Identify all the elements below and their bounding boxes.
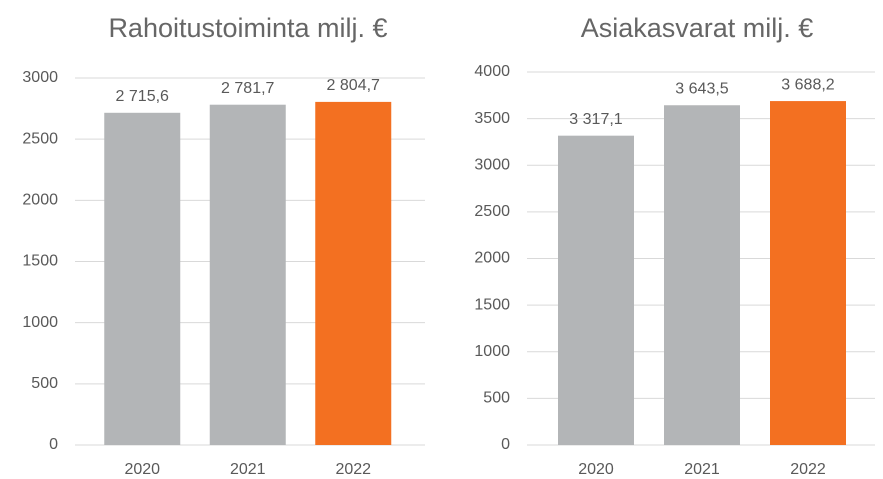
y-tick-label: 2500 <box>22 130 58 147</box>
chart-title: Asiakasvarat milj. € <box>581 13 814 43</box>
bar <box>558 135 634 445</box>
y-tick-label: 2000 <box>22 192 58 209</box>
value-label: 3 643,5 <box>675 80 728 97</box>
chart-title: Rahoitustoiminta milj. € <box>108 13 387 43</box>
value-label: 2 804,7 <box>327 77 380 94</box>
y-tick-label: 1000 <box>22 314 58 331</box>
y-tick-label: 1500 <box>22 253 58 270</box>
bar <box>664 105 740 445</box>
y-tick-label: 500 <box>483 390 510 407</box>
value-label: 3 688,2 <box>781 76 834 93</box>
y-tick-label: 1000 <box>474 343 510 360</box>
y-tick-label: 500 <box>31 375 58 392</box>
bar <box>770 101 846 445</box>
y-tick-label: 2500 <box>474 203 510 220</box>
x-tick-label: 2020 <box>124 461 160 478</box>
y-tick-label: 4000 <box>474 63 510 80</box>
value-label: 2 715,6 <box>116 88 169 105</box>
x-tick-label: 2022 <box>335 461 371 478</box>
x-tick-label: 2020 <box>578 461 614 478</box>
x-tick-label: 2022 <box>790 461 826 478</box>
y-tick-label: 0 <box>501 436 510 453</box>
bar <box>209 104 286 445</box>
bar <box>104 112 181 446</box>
y-tick-label: 1500 <box>474 296 510 313</box>
y-tick-label: 2000 <box>474 250 510 267</box>
x-tick-label: 2021 <box>230 461 266 478</box>
y-tick-label: 3000 <box>22 69 58 86</box>
value-label: 2 781,7 <box>221 80 274 97</box>
y-tick-label: 3500 <box>474 110 510 127</box>
value-label: 3 317,1 <box>569 111 622 128</box>
x-tick-label: 2021 <box>684 461 720 478</box>
bar <box>315 101 392 446</box>
y-tick-label: 0 <box>49 436 58 453</box>
y-tick-label: 3000 <box>474 156 510 173</box>
